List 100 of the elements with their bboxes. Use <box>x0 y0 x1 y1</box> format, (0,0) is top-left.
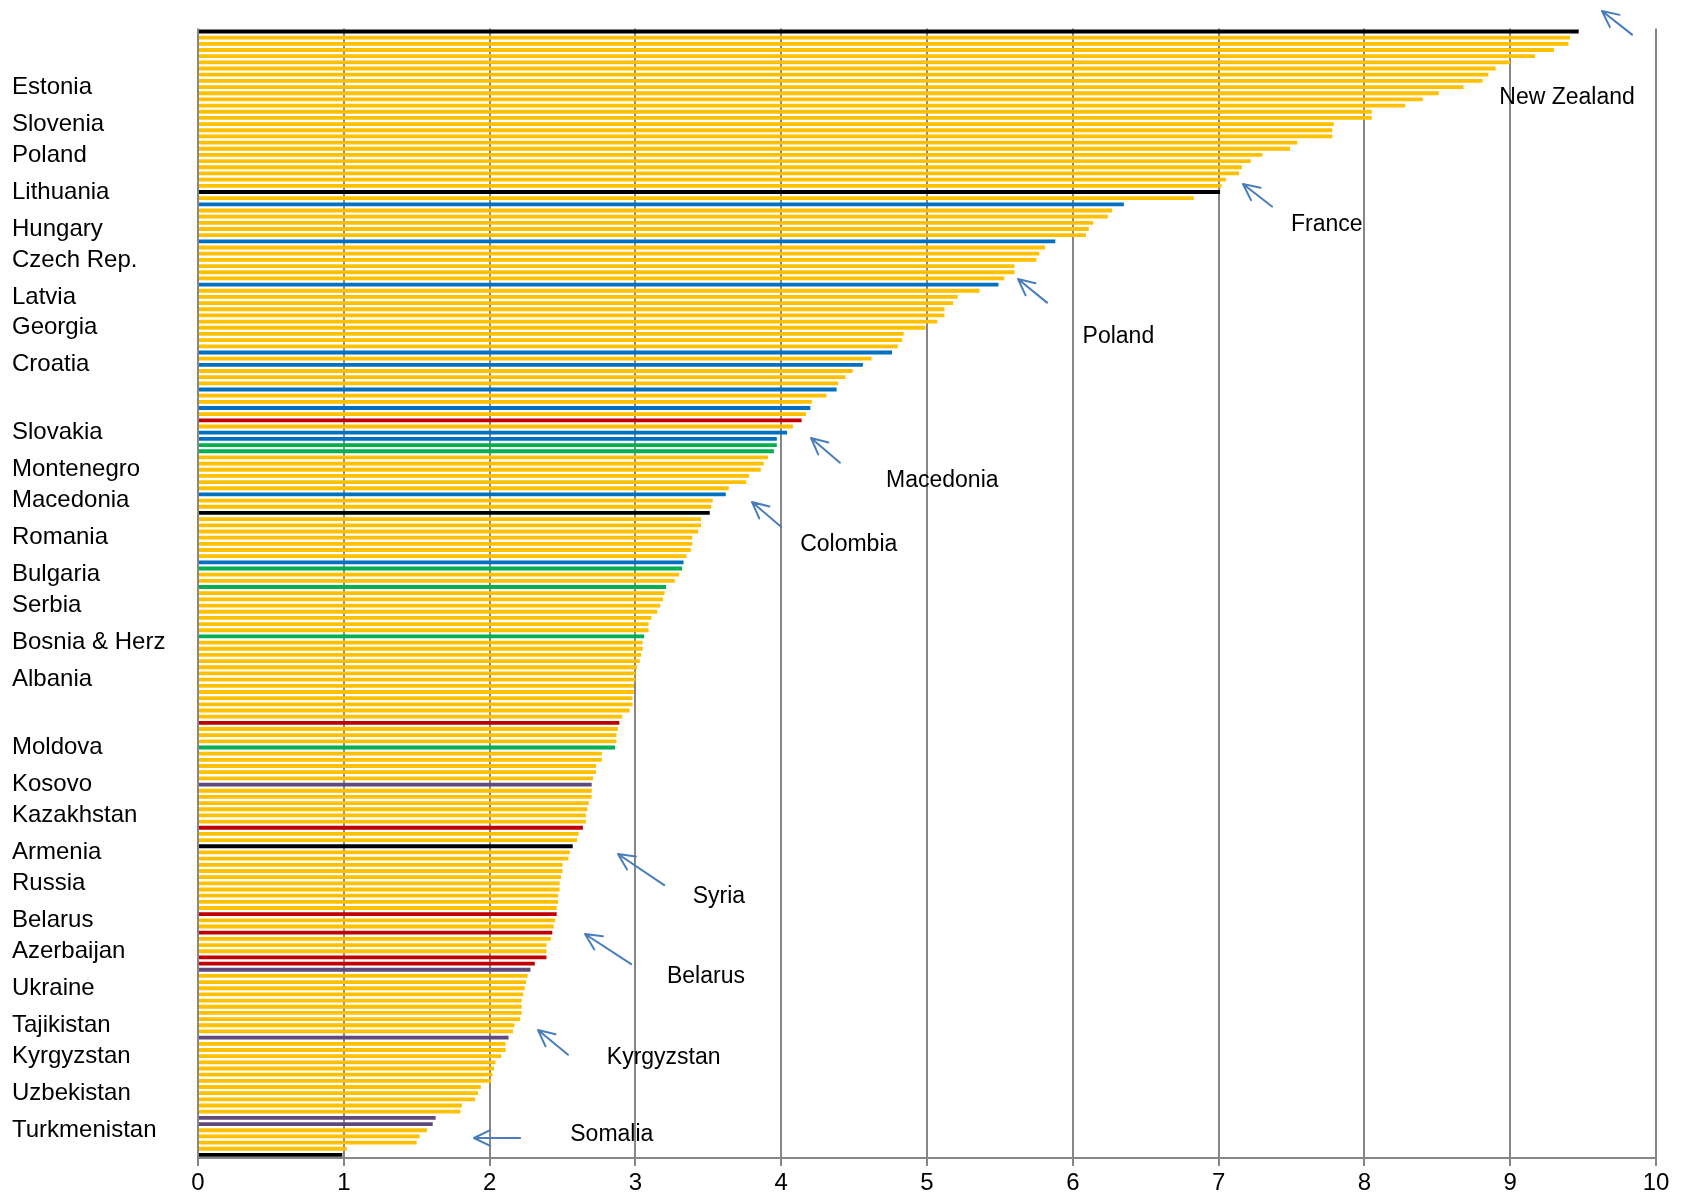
bar <box>199 751 602 756</box>
y-tick-label: Poland <box>12 139 87 167</box>
y-tick-label: Estonia <box>12 71 93 99</box>
bar <box>199 906 557 910</box>
bar <box>199 591 665 596</box>
bar <box>199 523 702 528</box>
bar <box>199 1134 420 1139</box>
bar <box>199 41 1569 46</box>
annotation: Colombia <box>800 529 898 558</box>
y-tick-label: Macedonia <box>12 485 131 513</box>
bar <box>199 838 578 843</box>
bar <box>199 918 556 923</box>
bar <box>199 1097 476 1102</box>
y-tick-label: Bulgaria <box>12 559 101 587</box>
bar <box>199 1041 506 1046</box>
bar <box>199 430 788 435</box>
bar <box>199 239 1056 244</box>
y-tick-label: Latvia <box>12 281 77 309</box>
bar <box>199 1060 496 1065</box>
bar <box>199 949 547 954</box>
bar <box>199 1072 493 1077</box>
bar <box>199 159 1251 164</box>
bar <box>199 677 636 682</box>
bar <box>199 196 1194 201</box>
bar <box>199 770 597 775</box>
bar <box>199 517 702 522</box>
bar <box>199 418 802 423</box>
bar <box>199 1128 427 1133</box>
bar <box>199 980 527 984</box>
bar <box>199 1054 502 1059</box>
bar <box>199 856 569 861</box>
bar <box>199 443 777 447</box>
y-tick-label: Russia <box>12 867 87 895</box>
bar <box>199 72 1489 77</box>
bar <box>199 832 579 836</box>
x-tick-label: 9 <box>1503 1168 1517 1196</box>
y-tick-label: Turkmenistan <box>12 1114 157 1142</box>
y-tick-label: Kyrgyzstan <box>12 1040 131 1068</box>
bar <box>199 943 547 947</box>
bar <box>199 504 712 509</box>
bar <box>199 54 1535 59</box>
bar <box>199 474 750 478</box>
y-tick-label: Montenegro <box>12 454 141 482</box>
bar <box>199 1011 522 1015</box>
bar <box>199 702 633 707</box>
annotation: Syria <box>692 880 746 909</box>
bar <box>199 807 588 812</box>
bar <box>199 140 1298 145</box>
bar <box>199 251 1040 256</box>
bar <box>199 486 729 491</box>
bar <box>199 930 553 935</box>
bar <box>199 875 562 880</box>
bar <box>199 869 563 873</box>
x-tick-label: 2 <box>482 1168 497 1196</box>
bar <box>199 794 592 799</box>
bar <box>199 788 592 793</box>
bar <box>199 986 525 991</box>
bar <box>199 554 687 559</box>
bar <box>199 412 806 417</box>
bar <box>199 165 1242 170</box>
bar <box>199 78 1483 83</box>
bar <box>199 480 747 485</box>
annotation: Belarus <box>666 961 745 990</box>
bar <box>199 825 583 830</box>
bar <box>199 436 777 441</box>
bar <box>199 973 528 978</box>
y-tick-label: Bosnia & Herz <box>12 627 166 655</box>
bar <box>199 307 945 312</box>
bar <box>199 381 839 386</box>
bar <box>199 319 938 324</box>
y-tick-label: Croatia <box>12 349 91 377</box>
bar <box>199 1085 481 1089</box>
bar <box>199 183 1222 188</box>
bar <box>199 727 618 731</box>
x-tick-label: 0 <box>191 1168 205 1196</box>
bar <box>199 1122 433 1126</box>
bar <box>199 97 1423 102</box>
bar <box>199 325 926 330</box>
bar <box>199 276 1005 281</box>
bar <box>199 585 667 589</box>
bar <box>199 202 1124 207</box>
bar <box>199 646 643 651</box>
bar <box>199 177 1226 182</box>
bar <box>199 739 617 744</box>
y-tick-label: Slovakia <box>12 417 104 445</box>
bar <box>199 375 846 380</box>
bar <box>199 535 693 540</box>
bar <box>199 653 642 657</box>
y-tick-label: Armenia <box>12 837 103 865</box>
bar <box>199 1153 343 1157</box>
bar <box>199 153 1263 157</box>
bar <box>199 109 1372 114</box>
bar <box>199 578 675 583</box>
bar <box>199 912 557 917</box>
bar <box>199 190 1221 194</box>
annotation: Poland <box>1082 321 1155 350</box>
y-tick-label: Belarus <box>12 904 94 932</box>
bar <box>199 270 1015 275</box>
bar <box>199 288 980 293</box>
bar <box>199 35 1570 40</box>
